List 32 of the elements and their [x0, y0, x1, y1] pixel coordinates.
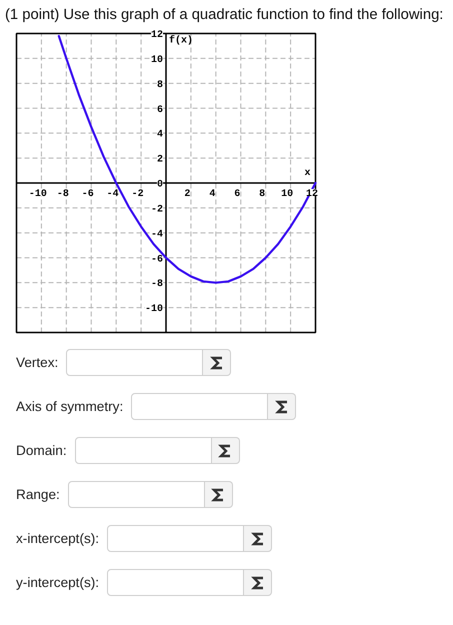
- y-tick-label: 6: [157, 104, 164, 116]
- x-axis-title: x: [304, 168, 311, 179]
- y-tick-label: 8: [157, 80, 164, 91]
- x-tick-label: 6: [234, 189, 240, 200]
- x-tick-label: 12: [306, 189, 318, 200]
- x-tick-label: -10: [28, 189, 47, 200]
- text: Vertex:: [16, 354, 58, 372]
- x-tick-label: 4: [209, 189, 216, 200]
- y-tick-label: -6: [151, 254, 164, 266]
- y-axis-title: f(x): [169, 34, 194, 46]
- y-tick-label: -4: [151, 229, 164, 240]
- y-tick-label: 2: [157, 154, 164, 166]
- y-tick-label: 4: [157, 130, 164, 141]
- text: Range:: [16, 486, 60, 504]
- y-tick-label: 10: [151, 54, 164, 66]
- x-tick-label: -6: [82, 189, 94, 200]
- y-tick-label: -2: [151, 204, 164, 216]
- y-tick-label: 0: [157, 180, 164, 190]
- x-tick-label: 2: [184, 189, 190, 200]
- text: Domain:: [16, 442, 67, 460]
- text: Axis of symmetry:: [16, 398, 124, 416]
- y-tick-label: -8: [151, 279, 164, 290]
- text: y-intercept(s):: [16, 574, 100, 592]
- x-tick-label: -4: [106, 189, 119, 200]
- x-tick-label: 8: [259, 189, 266, 200]
- x-tick-label: 10: [281, 189, 294, 200]
- x-tick-label: -2: [132, 189, 144, 200]
- chart-title: (1 point) Use this graph of a quadratic function to find the following:: [4, 6, 444, 25]
- y-tick-label: 12: [151, 30, 164, 41]
- x-tick-label: -8: [56, 189, 69, 200]
- text: x-intercept(s):: [16, 530, 100, 548]
- y-tick-label: -10: [144, 304, 164, 316]
